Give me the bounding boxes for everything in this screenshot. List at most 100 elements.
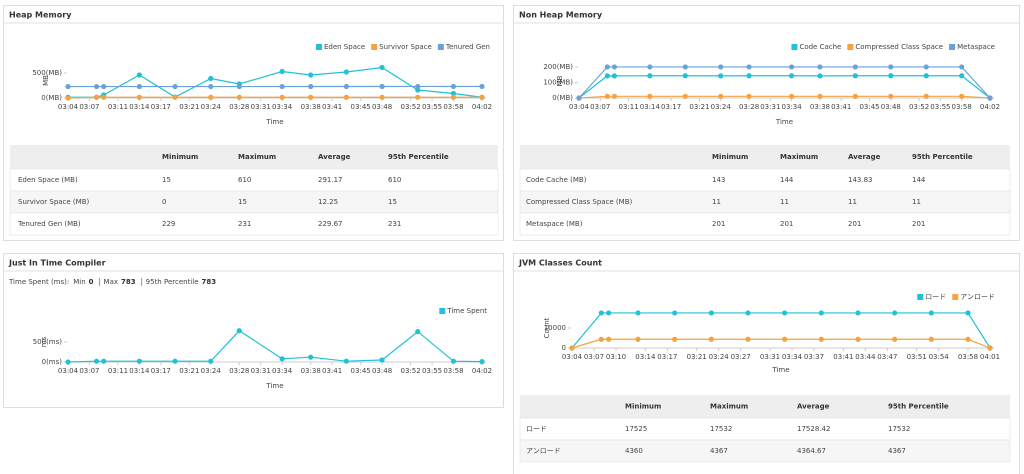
x-tick-label: 03:04 xyxy=(58,367,79,375)
row-name: Tenured Gen (MB) xyxy=(17,220,81,228)
x-tick-label: 03:55 xyxy=(422,103,442,111)
y-tick-label: 200(MB) xyxy=(543,63,573,71)
cell: 4364.67 xyxy=(797,447,826,455)
table-row xyxy=(520,169,1010,191)
x-tick-label: 03:52 xyxy=(401,103,421,111)
data-point xyxy=(237,95,242,100)
data-point xyxy=(782,337,787,342)
data-point xyxy=(208,359,213,364)
table-header: Average xyxy=(318,153,351,161)
data-point xyxy=(280,95,285,100)
x-axis-label: Time xyxy=(265,118,283,126)
y-axis-label: ms xyxy=(40,336,48,347)
data-point xyxy=(819,337,824,342)
data-point xyxy=(888,73,893,78)
data-point xyxy=(599,337,604,342)
data-point xyxy=(280,356,285,361)
x-tick-label: 03:31 xyxy=(760,353,780,361)
y-tick-label: 0 xyxy=(562,344,566,352)
data-point xyxy=(855,337,860,342)
x-axis-label: Time xyxy=(771,366,789,374)
data-point xyxy=(929,310,934,315)
cell: 143 xyxy=(712,176,725,184)
table-row xyxy=(520,418,1010,440)
cell: 12.25 xyxy=(318,198,338,206)
x-tick-label: 03:14 xyxy=(635,353,656,361)
cell: 291.17 xyxy=(318,176,343,184)
data-point xyxy=(612,73,617,78)
x-tick-label: 03:11 xyxy=(108,103,128,111)
legend-label: Tenured Gen xyxy=(445,43,490,51)
data-point xyxy=(137,359,142,364)
x-tick-label: 03:07 xyxy=(590,103,610,111)
y-tick-label: 0(MB) xyxy=(552,94,573,102)
cell: 11 xyxy=(912,198,921,206)
x-tick-label: 03:55 xyxy=(422,367,442,375)
data-point xyxy=(308,355,313,360)
cell: 17532 xyxy=(710,425,732,433)
panel-title: Heap Memory xyxy=(9,11,72,20)
x-tick-label: 03:37 xyxy=(804,353,824,361)
data-point xyxy=(718,94,723,99)
data-point xyxy=(987,345,992,350)
y-tick-label: 0(MB) xyxy=(41,94,62,102)
x-tick-label: 03:34 xyxy=(272,367,293,375)
legend-swatch xyxy=(847,44,853,50)
cell: 144 xyxy=(912,176,926,184)
data-point xyxy=(819,310,824,315)
legend-swatch xyxy=(949,44,955,50)
data-point xyxy=(987,95,992,100)
cell: 4367 xyxy=(710,447,728,455)
cell: 143.83 xyxy=(848,176,873,184)
data-point xyxy=(605,73,610,78)
data-point xyxy=(415,84,420,89)
data-point xyxy=(451,95,456,100)
x-tick-label: 03:58 xyxy=(958,353,978,361)
cell: 4367 xyxy=(888,447,906,455)
stat-name: Max xyxy=(104,278,118,286)
x-tick-label: 03:24 xyxy=(711,103,732,111)
x-tick-label: 03:41 xyxy=(322,367,342,375)
data-point xyxy=(709,310,714,315)
cell: 15 xyxy=(238,198,247,206)
legend-label: Eden Space xyxy=(324,43,365,51)
x-tick-label: 03:48 xyxy=(372,367,392,375)
x-tick-label: 03:47 xyxy=(877,353,897,361)
data-point xyxy=(605,94,610,99)
data-point xyxy=(789,94,794,99)
x-tick-label: 03:24 xyxy=(709,353,730,361)
data-point xyxy=(817,64,822,69)
data-point xyxy=(101,95,106,100)
table-header: Minimum xyxy=(712,153,748,161)
table-row xyxy=(10,169,498,191)
data-point xyxy=(782,310,787,315)
data-point xyxy=(137,95,142,100)
data-point xyxy=(344,359,349,364)
data-point xyxy=(892,310,897,315)
cell: 17525 xyxy=(625,425,647,433)
x-tick-label: 03:28 xyxy=(229,367,249,375)
x-tick-label: 03:41 xyxy=(322,103,342,111)
data-point xyxy=(924,64,929,69)
data-point xyxy=(746,64,751,69)
x-tick-label: 03:17 xyxy=(151,103,171,111)
cell: 201 xyxy=(848,220,861,228)
table-header: Minimum xyxy=(162,153,198,161)
data-point xyxy=(172,84,177,89)
x-tick-label: 03:45 xyxy=(351,103,371,111)
subtitle: Time Spent (ms): xyxy=(8,278,69,286)
x-tick-label: 03:48 xyxy=(372,103,392,111)
legend-label: アンロード xyxy=(960,293,995,301)
cell: 229 xyxy=(162,220,175,228)
x-tick-label: 03:21 xyxy=(179,103,199,111)
cell: 15 xyxy=(162,176,171,184)
data-point xyxy=(280,69,285,74)
x-tick-label: 03:07 xyxy=(79,103,99,111)
table-header: 95th Percentile xyxy=(912,153,973,161)
row-name: Compressed Class Space (MB) xyxy=(526,198,633,206)
data-point xyxy=(672,310,677,315)
data-point xyxy=(137,84,142,89)
stat-name: Min xyxy=(73,278,85,286)
legend-swatch xyxy=(439,308,445,314)
table-header: 95th Percentile xyxy=(888,403,949,411)
